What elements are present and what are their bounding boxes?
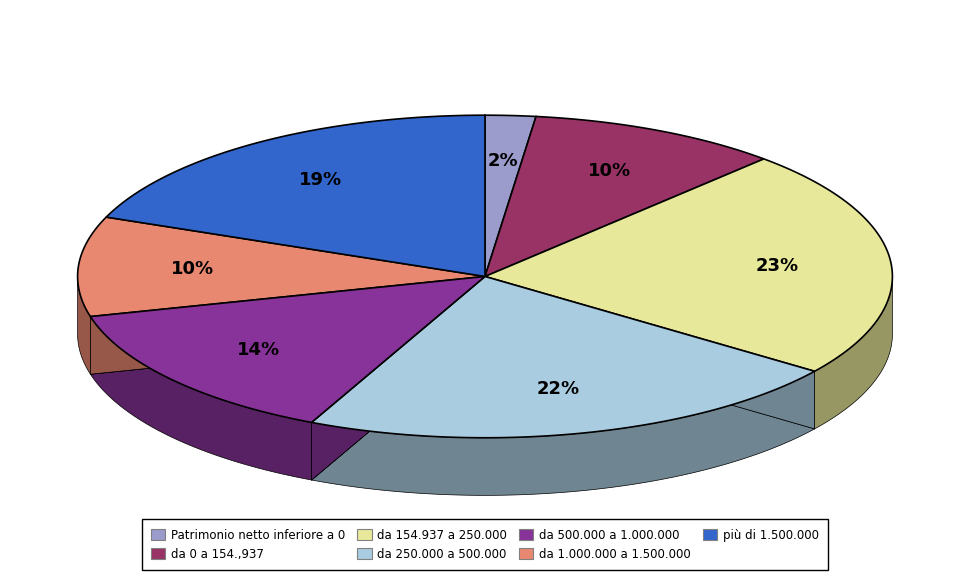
Polygon shape xyxy=(311,276,484,480)
Polygon shape xyxy=(484,115,536,276)
Polygon shape xyxy=(90,276,485,374)
Polygon shape xyxy=(311,276,484,480)
Text: 10%: 10% xyxy=(588,162,631,180)
Polygon shape xyxy=(484,276,814,429)
Polygon shape xyxy=(484,159,891,372)
Text: 14%: 14% xyxy=(237,342,280,359)
Text: 19%: 19% xyxy=(298,172,341,190)
Text: 23%: 23% xyxy=(755,256,797,275)
Text: 2%: 2% xyxy=(487,151,518,169)
Polygon shape xyxy=(814,277,891,429)
Polygon shape xyxy=(90,276,485,374)
Polygon shape xyxy=(311,372,814,495)
Polygon shape xyxy=(311,276,814,438)
Polygon shape xyxy=(106,115,484,276)
Polygon shape xyxy=(484,116,764,276)
Polygon shape xyxy=(484,276,814,429)
Polygon shape xyxy=(78,217,484,317)
Text: 22%: 22% xyxy=(536,380,578,398)
Text: 10%: 10% xyxy=(171,260,213,278)
Polygon shape xyxy=(90,276,485,422)
Polygon shape xyxy=(78,277,90,374)
Polygon shape xyxy=(90,317,311,480)
Legend: Patrimonio netto inferiore a 0, da 0 a 154.,937, da 154.937 a 250.000, da 250.00: Patrimonio netto inferiore a 0, da 0 a 1… xyxy=(141,520,828,570)
